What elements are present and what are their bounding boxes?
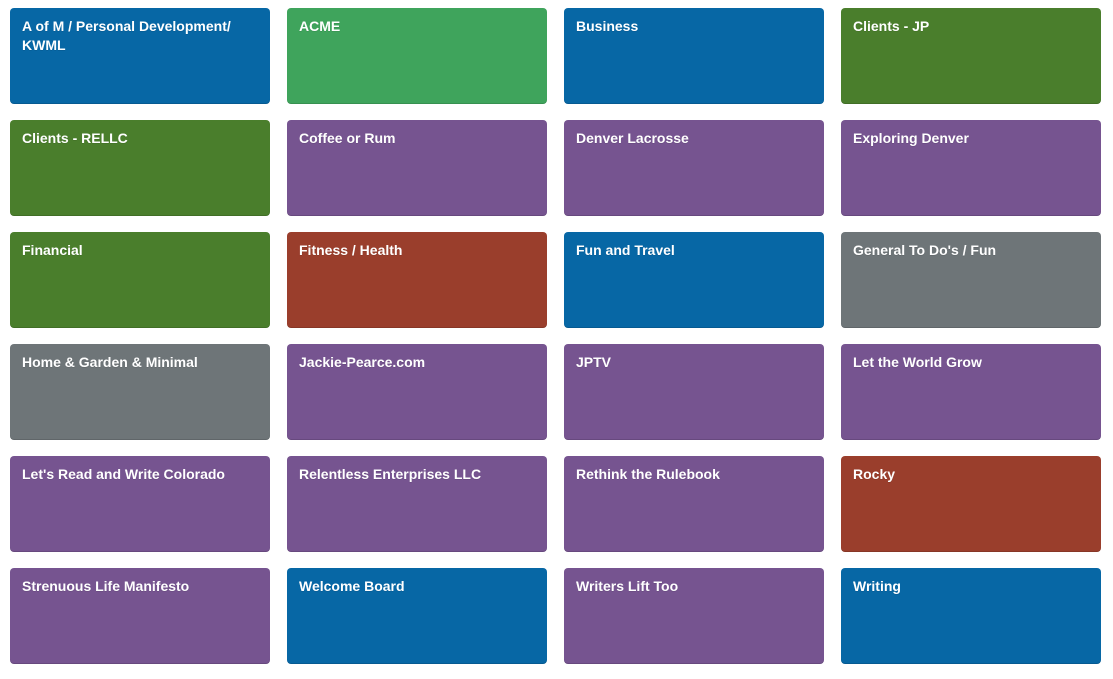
board-title: Fun and Travel — [576, 242, 675, 258]
board-tile[interactable]: Rethink the Rulebook — [564, 456, 824, 552]
board-title: Writing — [853, 578, 901, 594]
board-title: Let's Read and Write Colorado — [22, 466, 225, 482]
board-tile[interactable]: Jackie-Pearce.com — [287, 344, 547, 440]
board-title: Clients - RELLC — [22, 130, 128, 146]
board-title: Rocky — [853, 466, 896, 482]
board-tile[interactable]: Denver Lacrosse — [564, 120, 824, 216]
board-tile[interactable]: Welcome Board — [287, 568, 547, 664]
board-tile[interactable]: Writing — [841, 568, 1101, 664]
board-title: Relentless Enterprises LLC — [299, 466, 482, 482]
board-tile[interactable]: Relentless Enterprises LLC — [287, 456, 547, 552]
board-title: Clients - JP — [853, 18, 930, 34]
board-tile[interactable]: Rocky — [841, 456, 1101, 552]
board-title: A of M / Personal Development/ KWML — [22, 18, 231, 53]
board-tile[interactable]: Let the World Grow — [841, 344, 1101, 440]
board-title: Financial — [22, 242, 83, 258]
board-title: Rethink the Rulebook — [576, 466, 720, 482]
board-title: Welcome Board — [299, 578, 405, 594]
board-tile[interactable]: General To Do's / Fun — [841, 232, 1101, 328]
board-title: Jackie-Pearce.com — [299, 354, 426, 370]
board-tile[interactable]: Home & Garden & Minimal — [10, 344, 270, 440]
board-title: JPTV — [576, 354, 612, 370]
board-tile[interactable]: Financial — [10, 232, 270, 328]
board-title: Exploring Denver — [853, 130, 969, 146]
board-title: ACME — [299, 18, 341, 34]
board-title: Business — [576, 18, 639, 34]
board-title: Denver Lacrosse — [576, 130, 689, 146]
board-title: Strenuous Life Manifesto — [22, 578, 190, 594]
board-tile[interactable]: Coffee or Rum — [287, 120, 547, 216]
board-tile[interactable]: ACME — [287, 8, 547, 104]
board-tile[interactable]: JPTV — [564, 344, 824, 440]
board-tile[interactable]: Fun and Travel — [564, 232, 824, 328]
board-title: Fitness / Health — [299, 242, 403, 258]
board-tile[interactable]: Business — [564, 8, 824, 104]
board-tile[interactable]: Clients - JP — [841, 8, 1101, 104]
board-tile[interactable]: Let's Read and Write Colorado — [10, 456, 270, 552]
board-tile[interactable]: Strenuous Life Manifesto — [10, 568, 270, 664]
board-tile[interactable]: A of M / Personal Development/ KWML — [10, 8, 270, 104]
board-tile[interactable]: Writers Lift Too — [564, 568, 824, 664]
board-title: Home & Garden & Minimal — [22, 354, 198, 370]
board-tile[interactable]: Clients - RELLC — [10, 120, 270, 216]
board-tile[interactable]: Fitness / Health — [287, 232, 547, 328]
board-title: Let the World Grow — [853, 354, 982, 370]
board-title: Writers Lift Too — [576, 578, 679, 594]
board-title: Coffee or Rum — [299, 130, 396, 146]
board-title: General To Do's / Fun — [853, 242, 997, 258]
board-tile[interactable]: Exploring Denver — [841, 120, 1101, 216]
